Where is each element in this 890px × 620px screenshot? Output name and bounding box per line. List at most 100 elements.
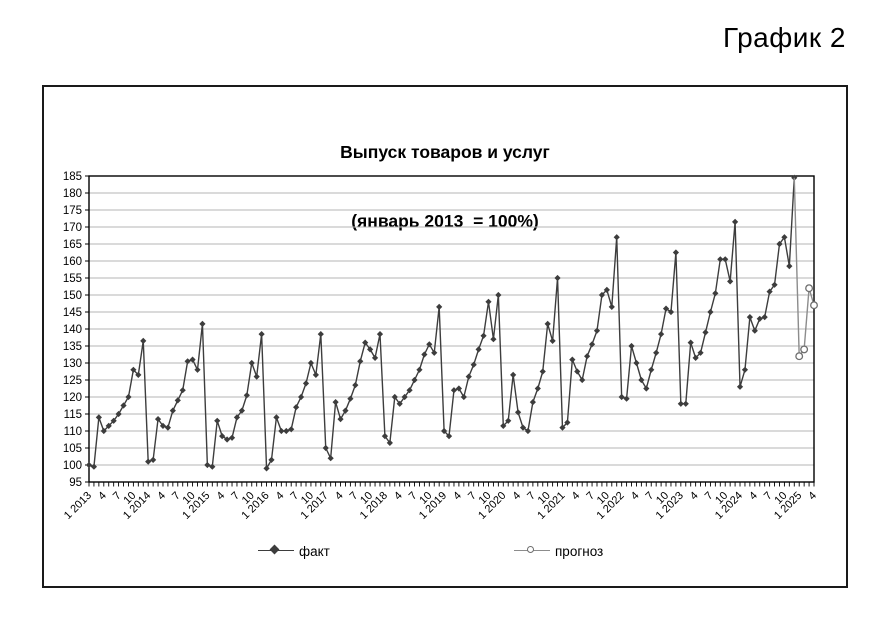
fact-point	[322, 444, 329, 452]
x-axis-label: 7	[288, 490, 301, 503]
fact-point	[441, 427, 448, 435]
fact-point	[327, 455, 334, 462]
fact-point	[332, 399, 339, 406]
x-axis-label: 7	[407, 490, 420, 503]
fact-point	[554, 274, 561, 282]
fact-point	[569, 356, 576, 363]
fact-point	[470, 361, 477, 368]
y-axis-label: 100	[63, 460, 82, 472]
fact-point	[756, 315, 763, 322]
fact-series	[85, 174, 798, 472]
forecast-point	[800, 345, 809, 354]
fact-point	[722, 256, 729, 263]
fact-point	[682, 400, 689, 407]
fact-point	[648, 366, 655, 373]
fact-point	[233, 414, 241, 421]
y-axis-label: 95	[69, 477, 82, 489]
y-axis-label: 140	[63, 324, 82, 336]
fact-point	[658, 331, 665, 338]
forecast-marker-sample	[514, 545, 550, 557]
fact-point	[184, 358, 191, 365]
fact-point	[653, 349, 660, 356]
fact-point	[391, 393, 398, 401]
x-axis-label: 4	[688, 490, 701, 503]
fact-point	[100, 427, 107, 435]
fact-point	[288, 426, 295, 433]
fact-point	[514, 409, 522, 416]
fact-point	[667, 308, 675, 316]
fact-point	[751, 327, 758, 334]
fact-point	[150, 456, 157, 463]
fact-point	[781, 234, 788, 241]
chart-title-line1: Выпуск товаров и услуг	[340, 142, 550, 162]
fact-point	[524, 427, 532, 435]
x-axis-label: 4	[392, 490, 405, 503]
x-axis-label: 4	[451, 490, 464, 503]
fact-point	[396, 400, 403, 407]
fact-point	[297, 393, 305, 401]
fact-point	[307, 359, 315, 367]
fact-point	[445, 433, 453, 440]
fact-point	[643, 385, 650, 392]
fact-point	[406, 387, 413, 394]
x-axis-label: 7	[466, 490, 479, 503]
fact-point	[584, 353, 591, 360]
fact-point	[209, 463, 216, 470]
fact-point	[717, 256, 724, 263]
fact-point	[450, 387, 458, 394]
y-axis-label: 185	[63, 171, 82, 183]
fact-point	[549, 337, 556, 344]
y-axis-label: 160	[63, 256, 82, 268]
fact-point	[495, 291, 502, 299]
y-axis-label: 125	[63, 375, 82, 387]
fact-point	[189, 356, 196, 363]
fact-point	[248, 359, 255, 367]
fact-point	[712, 290, 719, 297]
fact-point	[421, 351, 428, 358]
fact-point	[559, 424, 566, 431]
plot-area: 95 100 105 110 115 120 125 130 135 140 145 150 155 16…	[62, 171, 819, 522]
fact-point	[90, 463, 98, 470]
fact-point	[214, 417, 221, 424]
fact-point	[761, 314, 768, 321]
fact-point	[692, 354, 699, 361]
x-axis-label: 7	[703, 490, 716, 503]
fact-point	[159, 422, 167, 429]
fact-point	[731, 218, 739, 225]
legend-item-fact: факт	[258, 539, 330, 563]
x-axis-label: 7	[525, 490, 538, 503]
x-axis-label: 7	[644, 490, 657, 503]
x-axis-label: 4	[96, 490, 109, 503]
fact-point	[312, 371, 319, 378]
fact-point	[426, 341, 433, 348]
x-axis-label: 1 2013	[62, 490, 94, 522]
x-axis-label: 7	[348, 490, 361, 503]
fact-point	[243, 392, 250, 399]
fact-point	[485, 298, 492, 305]
fact-point	[85, 461, 93, 469]
fact-point	[505, 417, 512, 424]
fact-point	[238, 407, 245, 414]
fact-point	[283, 427, 290, 435]
fact-point	[564, 419, 571, 426]
fact-point	[386, 439, 393, 446]
y-axis-label: 145	[63, 307, 82, 319]
y-axis-label: 130	[63, 358, 82, 370]
forecast-series	[793, 177, 818, 361]
fact-point	[746, 314, 753, 321]
x-axis-label: 7	[584, 490, 597, 503]
fact-point	[475, 346, 482, 353]
fact-point	[490, 336, 497, 343]
fact-point	[618, 393, 625, 401]
fact-point	[371, 354, 379, 361]
gridlines	[89, 192, 814, 466]
fact-point	[741, 366, 749, 373]
x-axis-label: 4	[214, 490, 227, 503]
fact-point	[376, 331, 384, 338]
fact-point	[125, 393, 132, 401]
fact-point	[628, 342, 635, 350]
fact-point	[736, 383, 744, 390]
fact-point	[337, 416, 344, 423]
fact-point	[95, 414, 102, 421]
